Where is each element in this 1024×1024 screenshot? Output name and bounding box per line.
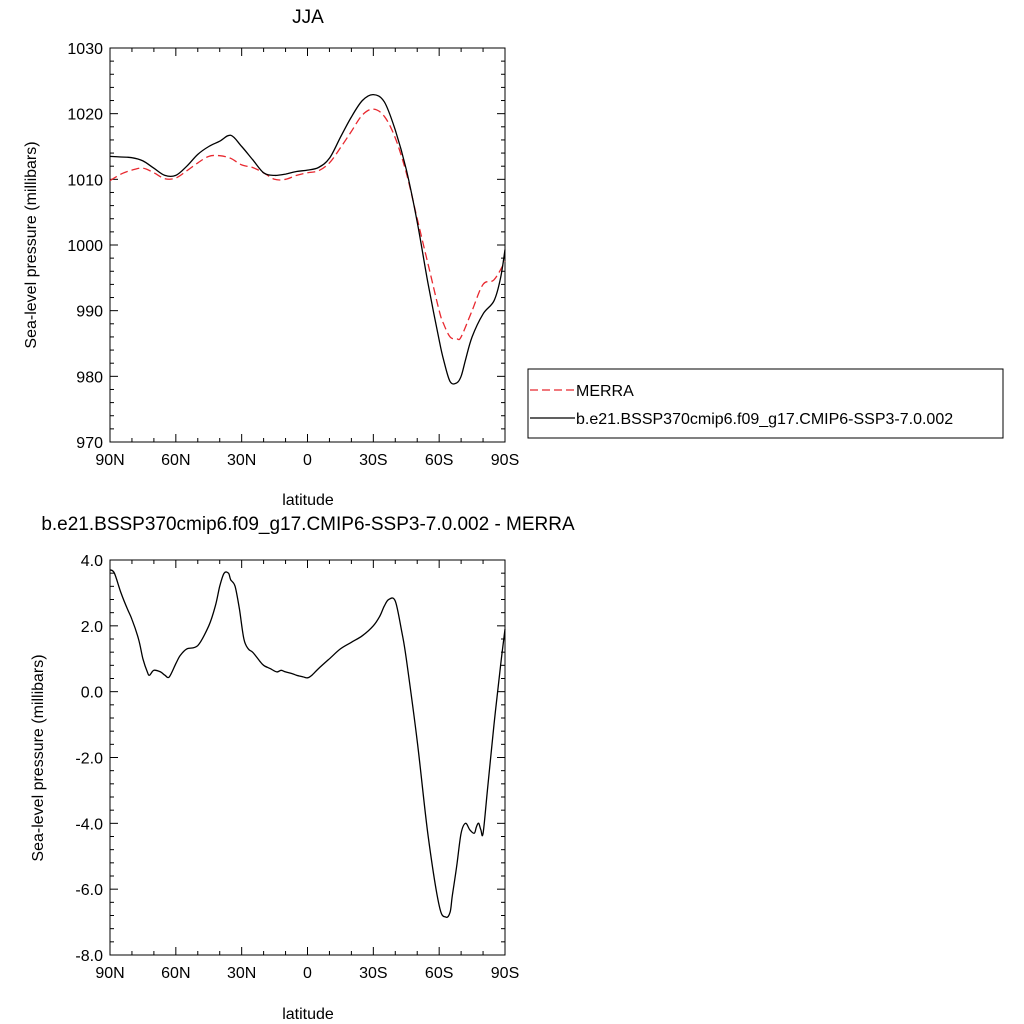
y-tick-label: 0.0 [81, 685, 103, 702]
model-series-line [109, 93, 506, 385]
x-tick-label: 30S [359, 965, 387, 982]
x-tick-label: 30N [227, 965, 256, 982]
y-tick-label: 1010 [67, 172, 103, 189]
plot-frame [109, 47, 506, 443]
x-tick-label: 30S [359, 452, 387, 469]
difference-series-line [109, 569, 506, 919]
merra-series-line [109, 108, 506, 341]
top-panel-axes: 90N 60N 30N 0 30S 60S 90S 970 980 990 1000 1010 1020… [67, 41, 519, 469]
y-tick-label: 990 [76, 304, 103, 321]
bottom-panel-series [109, 569, 506, 919]
legend-box [527, 368, 1004, 439]
x-tick-label: 60S [425, 452, 453, 469]
y-tick-label: 4.0 [81, 553, 103, 570]
x-tick-label: 90S [491, 452, 519, 469]
x-tick-label: 90N [95, 965, 124, 982]
x-tick-label: 0 [303, 965, 312, 982]
y-tick-label: 1020 [67, 107, 103, 124]
y-tick-label: -4.0 [75, 816, 103, 833]
y-tick-label: 1000 [67, 238, 103, 255]
y-tick-label: -6.0 [75, 882, 103, 899]
y-tick-label: -8.0 [75, 948, 103, 965]
top-panel-title: JJA [292, 7, 324, 28]
bottom-panel: b.e21.BSSP370cmip6.f09_g17.CMIP6-SSP3-7.… [30, 514, 575, 1023]
x-tick-label: 90N [95, 452, 124, 469]
bottom-panel-xlabel: latitude [282, 1006, 334, 1023]
x-tick-label: 90S [491, 965, 519, 982]
x-tick-label: 0 [303, 452, 312, 469]
x-tick-label: 60S [425, 965, 453, 982]
legend: MERRA b.e21.BSSP370cmip6.f09_g17.CMIP6-S… [527, 368, 1004, 439]
bottom-panel-axes: 90N 60N 30N 0 30S 60S 90S -8.0 -6.0 -4.0 -2.0 0.0 2.… [75, 553, 519, 982]
y-tick-label: 2.0 [81, 619, 103, 636]
plot-frame [109, 559, 506, 956]
y-tick-label: 980 [76, 369, 103, 386]
y-tick-label: 970 [76, 435, 103, 452]
top-panel: JJA 90N 60N 30N 0 30S 60S 90S 970 980 990 1000 1010… [23, 7, 1004, 509]
x-tick-label: 60N [161, 452, 190, 469]
top-panel-ylabel: Sea-level pressure (millibars) [23, 141, 40, 348]
y-tick-label: 1030 [67, 41, 103, 58]
bottom-panel-ylabel: Sea-level pressure (millibars) [30, 654, 47, 861]
bottom-panel-title: b.e21.BSSP370cmip6.f09_g17.CMIP6-SSP3-7.… [41, 514, 575, 535]
x-tick-label: 60N [161, 965, 190, 982]
x-tick-label: 30N [227, 452, 256, 469]
top-panel-xlabel: latitude [282, 492, 334, 509]
top-panel-series [109, 93, 506, 385]
legend-merra-label: MERRA [576, 383, 634, 400]
legend-model-label: b.e21.BSSP370cmip6.f09_g17.CMIP6-SSP3-7.… [576, 411, 953, 428]
y-tick-label: -2.0 [75, 751, 103, 768]
